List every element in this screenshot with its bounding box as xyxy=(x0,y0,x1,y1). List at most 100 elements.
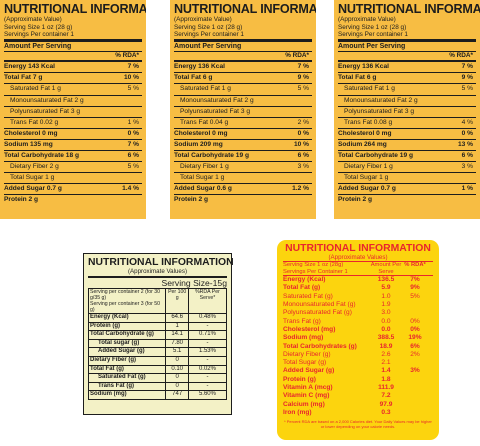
nutrient-label: Polyunsaturated Fat (g) xyxy=(283,309,352,317)
nutrient-rda xyxy=(473,96,476,106)
rda-value: 3% xyxy=(410,367,420,375)
nutrient-rda xyxy=(139,96,142,106)
per-100g-value: 0 xyxy=(165,373,189,383)
nutrient-label: Sodium (mg) xyxy=(87,390,167,400)
nutrient-label: Sodium 264 mg xyxy=(338,140,387,148)
serving-line: Serving per container 2 (for 30 g/35 g) xyxy=(90,289,161,301)
nutrient-label: Total Fat 7 g xyxy=(4,74,43,82)
amount-value: 388.5 xyxy=(377,334,395,342)
nutrient-rda: 2 % xyxy=(297,118,309,126)
amount-per-serving: Amount Per Serving xyxy=(174,38,312,52)
nutrient-label: Sodium 209 mg xyxy=(174,140,223,148)
amount-per-serving: Amount Per Serving xyxy=(4,38,142,52)
nutrient-label: Added Sugar 0.7 g xyxy=(4,185,62,193)
servings-per-container: Servings Per Container 1 xyxy=(283,268,348,275)
nutrient-rda: 1 % xyxy=(461,185,473,193)
rda-value: 0.71% xyxy=(187,330,228,340)
per-100g-value: 14.1 xyxy=(165,330,189,340)
per-100g-value: 0 xyxy=(165,381,189,392)
amount-per-serving: Amount Per Serving xyxy=(338,38,476,52)
rda-value: 0% xyxy=(410,317,420,325)
rda-value: 0.48% xyxy=(187,313,228,323)
nutrient-label: Vitamin A (mcg) xyxy=(283,384,333,392)
nutrient-label: Energy 143 Kcal xyxy=(4,63,55,71)
rda-value xyxy=(403,401,427,409)
table-row: Protein (g) 1- xyxy=(87,321,228,332)
nutrient-label: Polyunsaturated Fat 3 g xyxy=(10,107,81,115)
amount-value: 5.9 xyxy=(381,284,391,292)
rda-value xyxy=(403,376,427,384)
nutrient-rda: 5 % xyxy=(127,163,139,171)
nutrient-table: Serving per container 2 (for 30 g/35 g) … xyxy=(87,288,228,400)
table-row: Energy (Kcal) 64.6 0.48% xyxy=(87,313,228,323)
nutrient-label: Saturated Fat (g) xyxy=(283,292,333,300)
nutrient-label: Total Fat (g) xyxy=(283,284,321,292)
nutrient-row: Trans Fat 0.04 g 2 % xyxy=(174,116,312,128)
rda-value xyxy=(403,384,427,392)
nutrient-label: Saturated Fat (g) xyxy=(87,373,167,383)
nutrition-label-1: NUTRITIONAL INFORMATION (Approximate Val… xyxy=(0,0,146,219)
rda-value: - xyxy=(187,355,228,366)
nutrition-label-2: NUTRITIONAL INFORMATION (Approximate Val… xyxy=(170,0,316,219)
serving-size: Serving Size 1 oz (28 g) xyxy=(4,23,73,31)
nutrient-label: Total Fat 6 g xyxy=(338,74,377,82)
rda-header: % RDA* xyxy=(4,51,142,60)
serving-line: Serving per container 3 (for 50 g) xyxy=(90,301,161,313)
nutrient-row: Dietary Fiber 1 g 3 % xyxy=(338,161,476,172)
nutrient-label: Energy 136 Kcal xyxy=(174,63,225,71)
per-100g-value: 0.10 xyxy=(165,364,189,375)
nutrient-label: Total Carbohydrate 19 g xyxy=(338,152,413,160)
nutrient-rda: 4 % xyxy=(461,118,473,126)
nutrient-rows: Energy (Kcal) 64.6 0.48% Protein (g) 1- Total… xyxy=(87,313,228,400)
serving-size: Serving Size 1 oz (28 g) xyxy=(338,23,407,31)
nutrient-rda xyxy=(473,195,476,205)
nutrient-label: Total Sugar 1 g xyxy=(180,174,225,182)
nutrient-rda: 0 % xyxy=(461,129,473,137)
nutrient-row: Protein (g) 1.8 xyxy=(283,376,433,384)
nutrient-row: Trans Fat 0.08 g 4 % xyxy=(338,116,476,128)
divider xyxy=(88,276,227,278)
rda-header: % RDA* xyxy=(338,51,476,60)
nutrient-row: Total Fat 7 g 10 % xyxy=(4,72,142,83)
nutrition-label-5: NUTRITIONAL INFORMATION (Approximate Val… xyxy=(277,240,439,440)
nutrient-row: Energy 143 Kcal 7 % xyxy=(4,60,142,72)
amount-value: 0.0 xyxy=(381,317,391,325)
nutrient-label: Monounsaturated Fat (g) xyxy=(283,301,356,309)
serving-info: Serving Size 1 oz (28g) Servings Per Con… xyxy=(283,262,369,275)
nutrient-rda xyxy=(309,195,312,205)
nutrient-rda: 1 % xyxy=(127,118,139,126)
nutrient-label: Monounsaturated Fat 2 g xyxy=(180,96,254,104)
serving-size: Serving Size 1 oz (28 g) xyxy=(174,23,243,31)
nutrient-label: Total Carbohydrate 18 g xyxy=(4,152,79,160)
nutrient-label: Total Sugar 1 g xyxy=(10,174,55,182)
nutrient-label: Cholesterol (mg) xyxy=(283,325,336,333)
approx-note: (Approximate Value) xyxy=(338,16,396,23)
nutrient-rda xyxy=(309,107,312,117)
rda-value: 5% xyxy=(410,292,420,300)
rda-header: %RDA Per Serve* xyxy=(187,288,228,314)
rda-header: % RDA* xyxy=(174,51,312,60)
nutrient-row: Cholesterol 0 mg 0 % xyxy=(338,127,476,139)
nutrient-label: Total Carbohydrates (g) xyxy=(283,342,357,350)
amount-value: 2.6 xyxy=(381,350,391,358)
nutrient-label: Trans Fat 0.08 g xyxy=(344,118,393,126)
nutrient-row: Protein 2 g xyxy=(174,194,312,205)
per-100g-value: 7.80 xyxy=(165,338,189,349)
nutrient-rda: 1.4 % xyxy=(122,185,139,193)
per-100g-value: 747 xyxy=(165,390,189,400)
rda-value: - xyxy=(187,338,228,349)
nutrient-row: Sodium 209 mg 10 % xyxy=(174,138,312,150)
nutrient-label: Protein 2 g xyxy=(338,196,373,204)
rda-value xyxy=(403,309,427,317)
label-title: NUTRITIONAL INFORMATION xyxy=(4,2,146,16)
amount-value: 111.9 xyxy=(378,384,394,392)
nutrient-label: Monounsaturated Fat 2 g xyxy=(344,96,418,104)
nutrient-label: Total Sugar (g) xyxy=(283,359,327,367)
nutrient-label: Vitamin C (mg) xyxy=(283,392,330,400)
nutrient-row: Calcium (mg) 97.9 xyxy=(283,401,433,409)
per-100g-value: 0 xyxy=(165,355,189,366)
rda-value xyxy=(403,392,427,400)
nutrient-label: Trans Fat 0.04 g xyxy=(180,118,229,126)
